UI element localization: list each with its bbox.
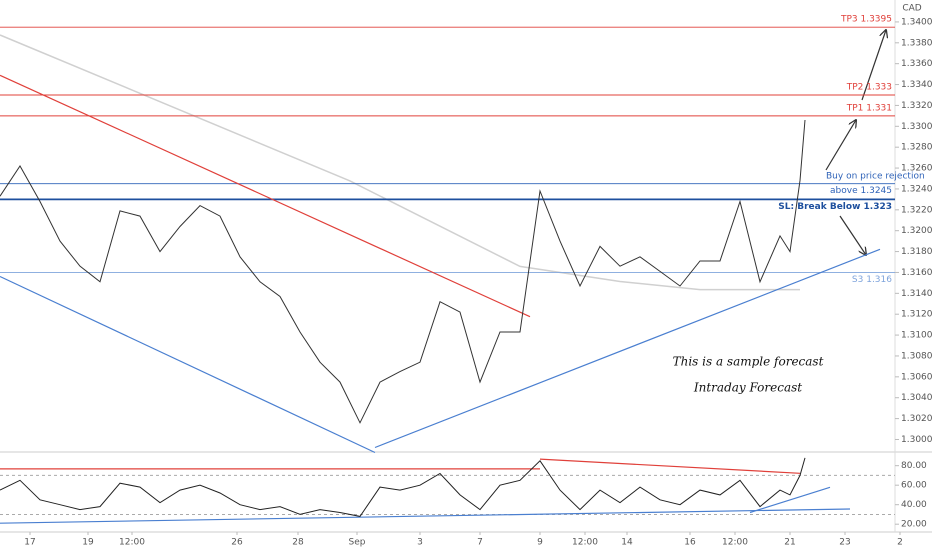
y-tick-label: 80.00 xyxy=(901,461,927,471)
level-label: SL: Break Below 1.323 xyxy=(778,202,892,212)
y-tick-label: 1.32400 xyxy=(901,184,932,194)
x-tick-label: 26 xyxy=(231,538,243,548)
trend-line xyxy=(0,275,376,454)
level-label: above 1.3245 xyxy=(830,186,892,196)
x-tick-label: 17 xyxy=(24,538,35,548)
y-tick-label: 1.30800 xyxy=(901,351,932,361)
y-tick-label: 1.31200 xyxy=(901,310,932,320)
x-tick-label: 23 xyxy=(839,538,850,548)
y-tick-label: 1.30600 xyxy=(901,372,932,382)
y-tick-label: 1.32800 xyxy=(901,143,932,153)
y-tick-label: 1.30200 xyxy=(901,414,932,424)
annotation: Intraday Forecast xyxy=(693,381,802,395)
y-tick-label: 1.32600 xyxy=(901,164,932,174)
level-label: TP2 1.333 xyxy=(846,82,892,92)
y-tick-label: 1.34000 xyxy=(901,17,932,27)
rsi-line xyxy=(0,457,806,517)
y-tick-label: 60.00 xyxy=(901,481,927,491)
y-tick-label: 40.00 xyxy=(901,500,927,510)
x-tick-label: 16 xyxy=(684,538,696,548)
x-tick-label: 14 xyxy=(621,538,633,548)
y-tick-label: 1.31600 xyxy=(901,268,932,278)
y-tick-label: 1.33600 xyxy=(901,59,932,69)
y-tick-label: 1.31400 xyxy=(901,289,932,299)
y-tick-label: 20.00 xyxy=(901,520,927,530)
x-tick-label: 12:00 xyxy=(119,538,145,548)
y-tick-label: 1.33800 xyxy=(901,38,932,48)
x-tick-label: 2 xyxy=(897,538,903,548)
trend-line xyxy=(0,508,851,524)
trend-line xyxy=(374,248,881,449)
x-tick-label: 19 xyxy=(82,538,94,548)
x-tick-label: 12:00 xyxy=(572,538,598,548)
forecast-arrows xyxy=(825,30,886,255)
x-tick-label: 9 xyxy=(537,538,543,548)
y-tick-label: 1.33400 xyxy=(901,80,932,90)
moving-average xyxy=(0,34,800,291)
annotation: Buy on price rejection xyxy=(826,172,925,182)
x-tick-label: 3 xyxy=(417,538,423,548)
x-tick-label: 7 xyxy=(477,538,483,548)
level-label: S3 1.316 xyxy=(852,275,892,285)
x-tick-label: 12:00 xyxy=(722,538,748,548)
annotation: This is a sample forecast xyxy=(673,355,824,369)
level-label: TP3 1.3395 xyxy=(840,15,892,25)
trend-line xyxy=(539,458,801,474)
x-tick-label: 28 xyxy=(292,538,304,548)
y-tick-label: 1.31000 xyxy=(901,331,932,341)
y-tick-label: 1.33200 xyxy=(901,101,932,111)
x-tick-label: 21 xyxy=(784,538,795,548)
y-tick-label: 1.33000 xyxy=(901,122,932,132)
y-tick-label: 1.30000 xyxy=(901,435,932,445)
y-tick-label: 1.32000 xyxy=(901,226,932,236)
level-label: TP1 1.331 xyxy=(846,103,892,113)
currency-label: CAD xyxy=(902,4,921,14)
y-tick-label: 1.32200 xyxy=(901,205,932,215)
y-tick-label: 1.30400 xyxy=(901,393,932,403)
trend-line xyxy=(749,486,831,514)
x-tick-label: Sep xyxy=(349,538,366,548)
y-tick-label: 1.31800 xyxy=(901,247,932,257)
price-line xyxy=(0,119,806,424)
trend-line xyxy=(0,74,531,318)
